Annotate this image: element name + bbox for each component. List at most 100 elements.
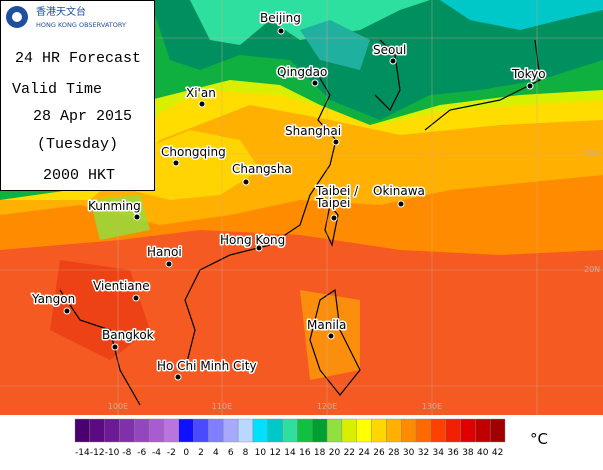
city-dot xyxy=(165,260,173,268)
legend-swatch xyxy=(119,418,135,443)
legend-label: 14 xyxy=(284,448,296,458)
cities: Beijing Seoul Qingdao Tokyo Xi'an Shanghai Cho… xyxy=(30,10,547,381)
city-dot xyxy=(330,214,338,222)
legend-swatch xyxy=(445,418,461,443)
longitude-label: 110E xyxy=(212,402,232,411)
legend-label: -12 xyxy=(90,448,105,458)
color-legend: -14 -12 -10 -8 -6 -4 -2 0 2 4 6 8 10 12 14 16 18 20 22 24 26… xyxy=(74,418,506,458)
city-label: Shanghai xyxy=(285,124,341,138)
city-dot xyxy=(397,200,405,208)
legend-swatch xyxy=(252,418,268,443)
legend-swatch xyxy=(297,418,313,443)
panel-line: Valid Time xyxy=(12,81,102,98)
legend-swatch xyxy=(401,418,417,443)
legend-label: 18 xyxy=(314,448,326,458)
city-dot xyxy=(389,57,397,65)
legend-swatch xyxy=(267,418,283,443)
latitude-label: 20N xyxy=(584,265,600,274)
legend-label: 40 xyxy=(477,448,489,458)
city-dot xyxy=(172,159,180,167)
city-dot xyxy=(198,100,206,108)
longitude-label: 100E xyxy=(108,402,128,411)
logo-cn: 香港天文台 xyxy=(36,5,86,18)
legend-label: -6 xyxy=(137,448,146,458)
city-label: Hanoi xyxy=(147,245,182,259)
legend-swatch xyxy=(193,418,209,443)
city-label: Taibei / xyxy=(315,184,359,198)
legend-label: 6 xyxy=(228,448,234,458)
legend-swatch xyxy=(312,418,328,443)
legend-label: 28 xyxy=(388,448,400,458)
legend-swatch xyxy=(74,418,91,443)
legend-swatch xyxy=(475,418,491,443)
city-dot xyxy=(327,332,335,340)
legend-swatch xyxy=(386,418,402,443)
legend-swatch xyxy=(104,418,120,443)
legend-swatch xyxy=(163,418,179,443)
legend-label: 30 xyxy=(403,448,415,458)
legend-swatch xyxy=(282,418,298,443)
legend-label: 22 xyxy=(344,448,355,458)
longitude-label: 130E xyxy=(422,402,442,411)
legend-swatch xyxy=(134,418,150,443)
legend-label: 34 xyxy=(433,448,445,458)
legend-label: -14 xyxy=(75,448,90,458)
legend-label: 12 xyxy=(269,448,280,458)
city-label: Vientiane xyxy=(93,279,150,293)
city-label: Bangkok xyxy=(102,328,154,342)
legend-label: 4 xyxy=(213,448,219,458)
legend-label: 2 xyxy=(198,448,204,458)
panel-line: (Tuesday) xyxy=(37,136,118,153)
city-dot xyxy=(174,373,182,381)
city-label: Okinawa xyxy=(373,184,425,198)
city-label: Kunming xyxy=(88,199,141,213)
legend-label: 26 xyxy=(373,448,385,458)
legend-swatch xyxy=(89,418,105,443)
legend-swatch xyxy=(237,418,254,443)
legend-label: 42 xyxy=(492,448,503,458)
latitude-label: 30N xyxy=(584,149,600,158)
city-dot xyxy=(242,178,250,186)
legend-swatch xyxy=(356,418,372,443)
city-label: Ho Chi Minh City xyxy=(157,359,257,373)
city-dot xyxy=(63,307,71,315)
city-label: Yangon xyxy=(31,292,75,306)
legend-label: 10 xyxy=(255,448,267,458)
legend-unit: °C xyxy=(530,430,548,448)
city-dot xyxy=(255,244,263,252)
city-label: Taipei xyxy=(315,196,350,210)
legend-swatch xyxy=(148,418,165,443)
legend-swatch xyxy=(460,418,476,443)
info-panel: 香港天文台 HONG KONG OBSERVATORY 24 HR Foreca… xyxy=(0,0,155,191)
city-dot xyxy=(132,294,140,302)
longitude-label: 120E xyxy=(317,402,337,411)
legend-label: 24 xyxy=(358,448,370,458)
legend-swatch xyxy=(341,418,357,443)
logo-en: HONG KONG OBSERVATORY xyxy=(36,21,126,29)
legend-label: 20 xyxy=(329,448,341,458)
city-dot xyxy=(526,82,534,90)
city-dot xyxy=(332,138,340,146)
city-label: Manila xyxy=(307,318,346,332)
city-label: Qingdao xyxy=(277,65,327,79)
panel-line: 2000 HKT xyxy=(43,167,115,184)
city-label: Xi'an xyxy=(186,86,216,100)
legend-swatch xyxy=(489,418,506,443)
city-label: Seoul xyxy=(373,43,406,57)
legend-label: -2 xyxy=(167,448,176,458)
city-label: Tokyo xyxy=(511,67,546,81)
lat-lon-grid: 100E 110E 120E 130E 30N 20N xyxy=(0,0,603,415)
city-label: Changsha xyxy=(232,162,292,176)
legend-label: -4 xyxy=(152,448,161,458)
legend-swatch xyxy=(178,418,194,443)
legend-label: 16 xyxy=(299,448,311,458)
legend-swatch xyxy=(415,418,432,443)
city-dot xyxy=(133,213,141,221)
legend-label: 36 xyxy=(447,448,459,458)
legend-swatch xyxy=(208,418,224,443)
coastlines xyxy=(59,39,541,406)
legend-swatch xyxy=(371,418,387,443)
legend-label: 38 xyxy=(462,448,474,458)
panel-line: 28 Apr 2015 xyxy=(33,108,132,125)
